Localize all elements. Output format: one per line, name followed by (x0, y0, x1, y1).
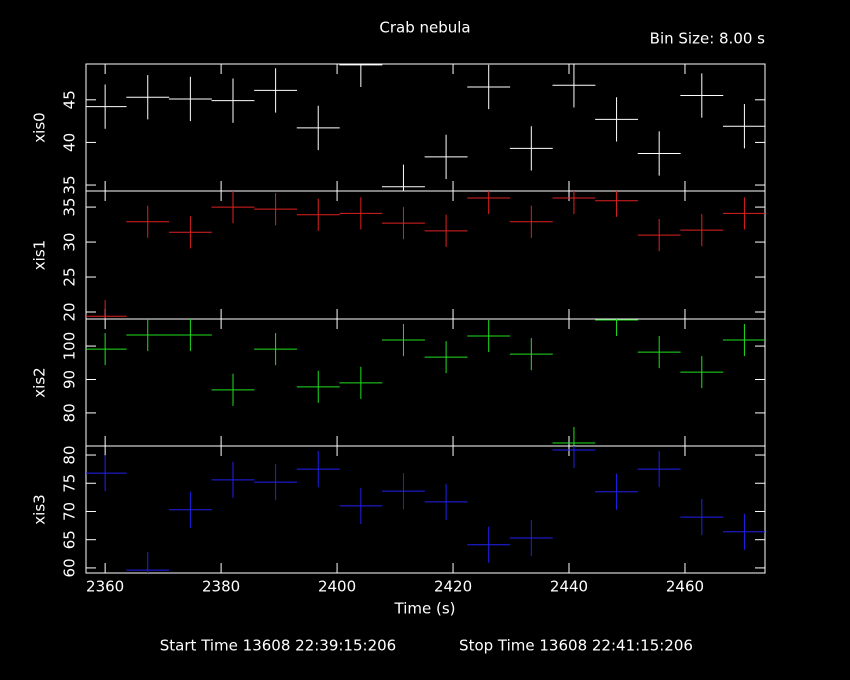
y-axis-label: xis3 (31, 494, 49, 524)
x-tick-label: 2440 (550, 578, 588, 596)
y-tick-label: 90 (61, 370, 79, 389)
y-tick-label: 65 (61, 530, 79, 549)
start-time: Start Time 13608 22:39:15:206 (160, 637, 396, 655)
y-tick-label: 75 (61, 474, 79, 493)
y-tick-label: 80 (61, 445, 79, 464)
x-axis-label: Time (s) (394, 600, 456, 618)
panel-frame (85, 445, 766, 574)
y-tick-label: 60 (61, 558, 79, 577)
data-points (86, 319, 765, 446)
y-tick-label: 35 (61, 198, 79, 217)
bin-size: Bin Size: 8.00 s (650, 30, 766, 48)
x-tick-label: 2400 (318, 578, 356, 596)
data-points (86, 446, 765, 573)
y-tick-label: 25 (61, 267, 79, 286)
y-tick-label: 20 (61, 302, 79, 321)
data-points (86, 191, 765, 319)
y-tick-label: 45 (61, 90, 79, 109)
panel-frame (85, 63, 766, 192)
y-axis-label: xis0 (31, 112, 49, 142)
y-tick-label: 30 (61, 233, 79, 252)
x-tick-label: 2380 (202, 578, 240, 596)
y-tick-label: 80 (61, 403, 79, 422)
y-tick-label: 100 (61, 332, 79, 361)
y-tick-label: 35 (61, 175, 79, 194)
panel-frame (85, 190, 766, 320)
y-axis-label: xis1 (31, 240, 49, 270)
x-tick-label: 2420 (434, 578, 472, 596)
stop-time: Stop Time 13608 22:41:15:206 (459, 637, 693, 655)
panel-frame (85, 318, 766, 447)
data-points (86, 64, 765, 191)
x-tick-label: 2360 (86, 578, 124, 596)
y-axis-label: xis2 (31, 367, 49, 397)
y-tick-label: 70 (61, 502, 79, 521)
y-tick-label: 40 (61, 133, 79, 152)
chart-title: Crab nebula (379, 19, 470, 37)
x-tick-label: 2460 (666, 578, 704, 596)
